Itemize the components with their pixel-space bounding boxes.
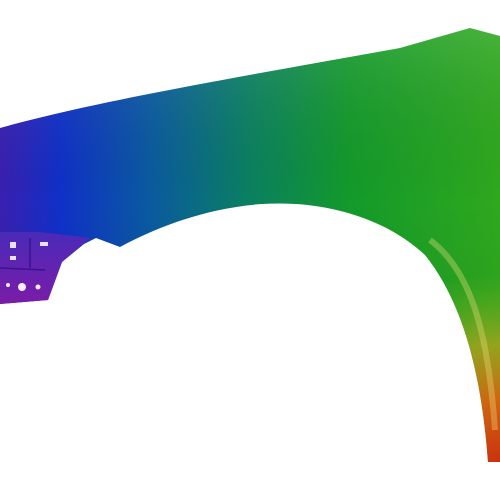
fender [0,28,500,462]
fender-shade [0,28,500,462]
bracket-hole [6,283,10,287]
bracket-hole [40,242,48,246]
bracket-hole [10,242,16,248]
bracket-hole [18,283,26,291]
bracket-hole [35,284,41,290]
bracket-hole [10,256,16,260]
arch-highlight [428,237,498,431]
bracket-edge [0,238,46,271]
